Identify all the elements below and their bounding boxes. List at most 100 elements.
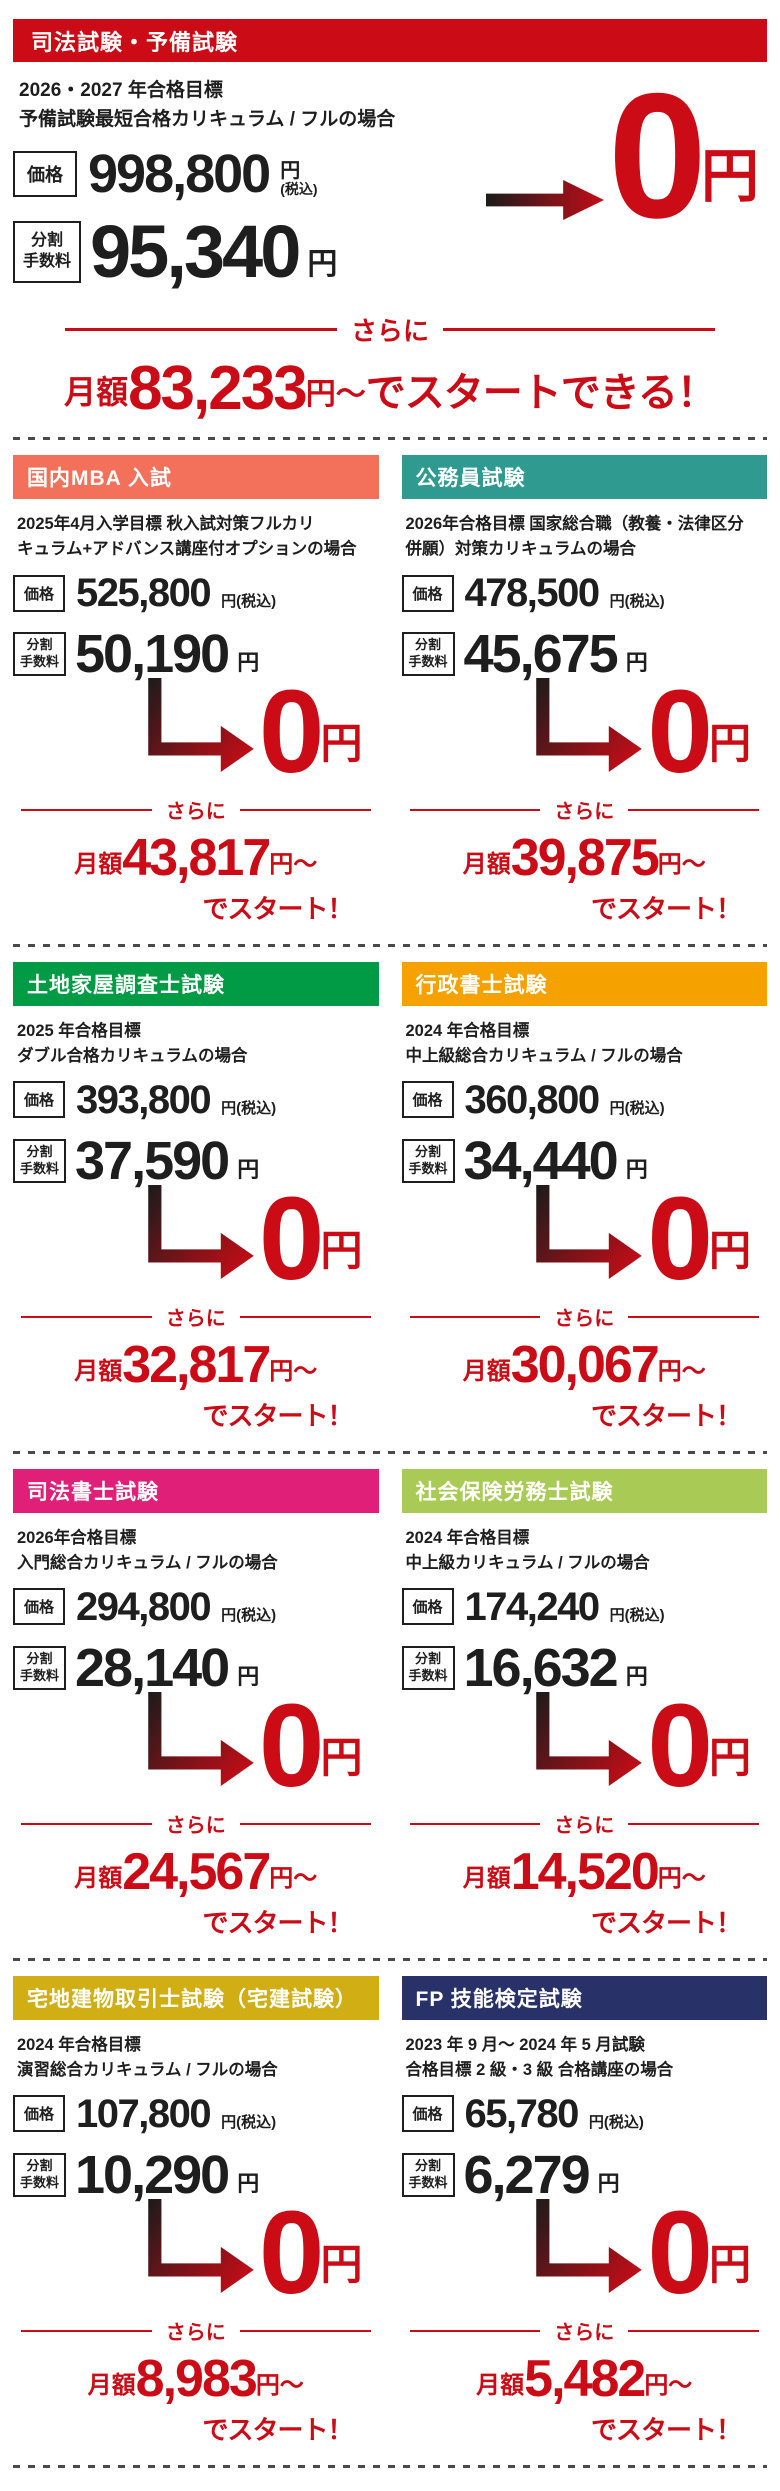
target-line-2: 入門総合カリキュラム / フルの場合 bbox=[17, 1554, 278, 1573]
divider-line bbox=[409, 1822, 541, 1825]
exam-card: 司法書士試験 2026年合格目標 入門総合カリキュラム / フルの場合 価格 2… bbox=[13, 1468, 379, 1940]
installment-label-line-1: 分割 bbox=[31, 232, 64, 250]
installment-label-box: 分割 手数料 bbox=[401, 2152, 455, 2197]
monthly-unit: 円～ bbox=[657, 850, 706, 878]
target-line-1: 2026年合格目標 bbox=[17, 1528, 137, 1547]
divider-line bbox=[65, 327, 337, 331]
divider-line bbox=[628, 1315, 759, 1318]
card-header: 社会保険労務士試験 bbox=[401, 1468, 767, 1513]
card-title: 行政書士試験 bbox=[415, 973, 548, 997]
target-line-2: 合格目標 2 級・3 級 合格講座の場合 bbox=[405, 2061, 674, 2080]
target-line-2: 中上級カリキュラム / フルの場合 bbox=[405, 1554, 650, 1573]
divider-line bbox=[239, 1315, 371, 1318]
installment-label-line-1: 分割 bbox=[415, 1650, 442, 1666]
monthly-unit: 円～ bbox=[305, 377, 366, 411]
target-line-1: 2026・2027 年合格目標 bbox=[19, 80, 223, 101]
monthly-value: 39,875 bbox=[510, 829, 660, 888]
zero-yen-zone: 0 円 bbox=[13, 666, 379, 798]
target-description: 2026年合格目標 国家総合職（教養・法律区分 併願）対策カリキュラムの場合 bbox=[406, 512, 764, 563]
price-label-box: 価格 bbox=[13, 1588, 66, 1626]
monthly-cta: でスタートできる！ bbox=[365, 370, 717, 415]
arrow-elbow-icon bbox=[148, 2198, 254, 2293]
zero-unit: 円 bbox=[320, 1734, 363, 1782]
divider-line bbox=[239, 2329, 371, 2332]
monthly-cta: でスタート！ bbox=[590, 1907, 742, 1938]
price-unit: 円(税込) bbox=[610, 1097, 665, 1118]
monthly-price-line: 月額 24,567 円～ bbox=[13, 1846, 379, 1898]
target-line-1: 2025 年合格目標 bbox=[17, 1021, 141, 1040]
card-header: 宅地建物取引士試験（宅建試験） bbox=[13, 1975, 379, 2020]
price-tax-note: (税込) bbox=[624, 1099, 665, 1117]
price-value: 525,800 bbox=[76, 571, 212, 615]
divider-line bbox=[443, 327, 716, 331]
zero-value: 0 bbox=[258, 1679, 325, 1812]
price-row: 価格 360,800 円(税込) bbox=[401, 1080, 768, 1120]
monthly-value: 32,817 bbox=[122, 1336, 271, 1395]
installment-value: 10,290 bbox=[75, 2144, 230, 2205]
price-label-box: 価格 bbox=[13, 2095, 66, 2133]
installment-row: 分割 手数料 10,290 円 bbox=[13, 2148, 379, 2202]
dashed-separator bbox=[13, 436, 767, 440]
installment-label-line-1: 分割 bbox=[415, 1144, 442, 1160]
divider-line bbox=[628, 808, 759, 811]
arrow-elbow-icon bbox=[148, 1185, 254, 1280]
price-label-box: 価格 bbox=[13, 1081, 66, 1119]
monthly-price-line: 月額 32,817 円～ bbox=[13, 1336, 379, 1395]
installment-value: 37,590 bbox=[75, 1130, 230, 1191]
price-unit: 円(税込) bbox=[221, 590, 276, 611]
installment-label-line-1: 分割 bbox=[415, 2157, 442, 2173]
price-value: 174,240 bbox=[464, 1584, 601, 1629]
installment-label-line-2: 手数料 bbox=[408, 654, 448, 669]
installment-value: 6,279 bbox=[463, 2144, 591, 2205]
price-row: 価格 65,780 円(税込) bbox=[401, 2094, 768, 2134]
dashed-separator bbox=[13, 1450, 767, 1454]
target-line-1: 2025年4月入学目標 秋入試対策フルカリ bbox=[17, 514, 315, 533]
divider-line bbox=[239, 1822, 371, 1825]
zero-yen-zone: 0 円 bbox=[402, 1180, 768, 1298]
price-unit-yen: 円 bbox=[609, 593, 625, 610]
installment-value: 16,632 bbox=[463, 1637, 619, 1698]
more-label: さらに bbox=[351, 315, 430, 346]
monthly-value: 30,067 bbox=[510, 1336, 660, 1395]
target-description: 2024 年合格目標 演習総合カリキュラム / フルの場合 bbox=[17, 2033, 375, 2084]
target-line-2: キュラム+アドバンス講座付オプションの場合 bbox=[17, 540, 357, 559]
zero-yen-zone: 0 円 bbox=[485, 66, 759, 245]
installment-label-line-2: 手数料 bbox=[20, 654, 60, 669]
installment-label-box: 分割 手数料 bbox=[13, 1139, 67, 1183]
installment-value: 28,140 bbox=[75, 1637, 230, 1698]
monthly-unit: 円～ bbox=[269, 850, 318, 878]
monthly-label: 月額 bbox=[87, 2371, 136, 2399]
target-line-2: 演習総合カリキュラム / フルの場合 bbox=[17, 2061, 278, 2080]
arrow-elbow-icon bbox=[148, 1692, 254, 1786]
exam-card: 社会保険労務士試験 2024 年合格目標 中上級カリキュラム / フルの場合 価… bbox=[401, 1468, 767, 1940]
zero-unit: 円 bbox=[708, 1734, 751, 1782]
price-label-box: 価格 bbox=[401, 1588, 454, 1626]
zero-unit: 円 bbox=[320, 1227, 363, 1275]
price-unit-yen: 円 bbox=[609, 1606, 625, 1624]
monthly-label: 月額 bbox=[74, 1357, 123, 1385]
zero-value: 0 bbox=[258, 666, 325, 798]
card-header: 国内MBA 入試 bbox=[13, 454, 379, 499]
installment-label-line-2: 手数料 bbox=[20, 1160, 60, 1176]
price-unit-yen: 円 bbox=[588, 2113, 604, 2131]
price-tax-note: (税込) bbox=[236, 593, 277, 610]
installment-row: 分割 手数料 37,590 円 bbox=[13, 1134, 379, 1188]
price-unit: 円(税込) bbox=[589, 2111, 644, 2132]
price-unit: 円(税込) bbox=[610, 590, 665, 611]
installment-unit: 円 bbox=[237, 2170, 260, 2196]
price-value: 478,500 bbox=[464, 571, 601, 615]
divider-line bbox=[21, 1822, 152, 1825]
price-unit-yen: 円 bbox=[221, 593, 237, 610]
monthly-label: 月額 bbox=[74, 1864, 123, 1892]
card-header: 土地家屋調査士試験 bbox=[13, 961, 379, 1006]
more-divider: さらに bbox=[409, 1809, 759, 1838]
more-divider: さらに bbox=[21, 1302, 371, 1331]
price-tax-note: (税込) bbox=[236, 1099, 277, 1117]
more-label: さらに bbox=[554, 2322, 615, 2345]
price-unit: 円(税込) bbox=[221, 1097, 276, 1118]
divider-line bbox=[21, 1315, 152, 1318]
zero-value: 0 bbox=[647, 666, 713, 798]
monthly-unit: 円～ bbox=[269, 1864, 318, 1892]
divider-line bbox=[409, 808, 541, 811]
exam-card: 土地家屋調査士試験 2025 年合格目標 ダブル合格カリキュラムの場合 価格 3… bbox=[13, 961, 379, 1433]
